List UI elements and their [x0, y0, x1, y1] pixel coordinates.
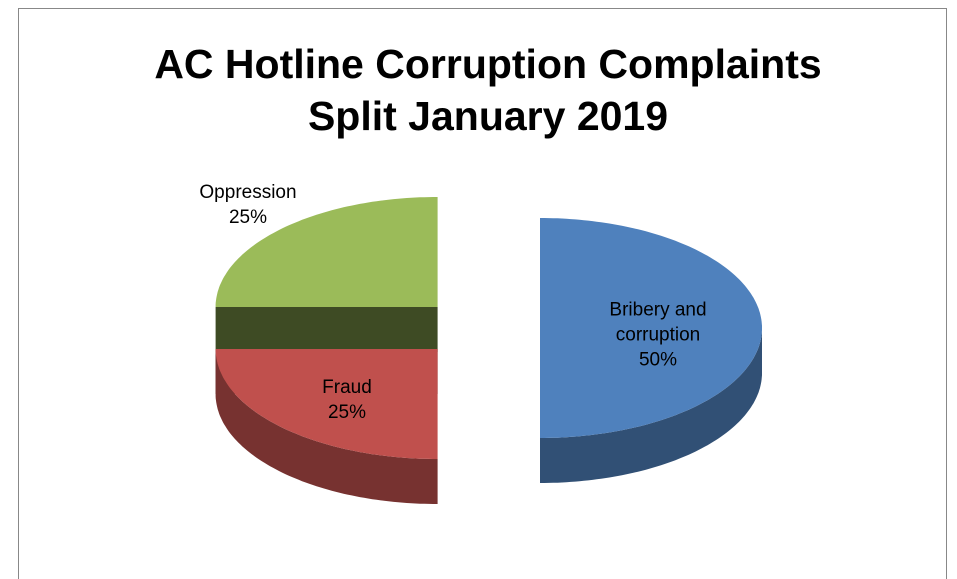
slice-label: Oppression 25%	[178, 180, 318, 230]
slice-category: Bribery and corruption	[609, 299, 707, 346]
slice-top	[215, 349, 438, 459]
slice-label: Fraud 25%	[297, 375, 397, 425]
slice-category: Fraud	[322, 377, 372, 398]
slice	[215, 349, 438, 504]
chart-frame	[18, 8, 947, 579]
slice-category: Oppression	[199, 182, 297, 203]
slice-value: 25%	[327, 402, 367, 423]
slice-side	[215, 349, 438, 504]
chart-title: AC Hotline Corruption Complaints Split J…	[154, 41, 822, 139]
slice	[540, 218, 762, 483]
slice-cut-face	[215, 307, 438, 352]
slice-side	[540, 328, 762, 483]
slice-value: 25%	[228, 207, 268, 228]
slice-value: 50%	[638, 349, 678, 371]
slice-top	[540, 218, 762, 438]
slice-top	[215, 197, 438, 307]
slice	[215, 197, 438, 352]
slice-label: Bribery and corruption 50%	[588, 298, 728, 373]
